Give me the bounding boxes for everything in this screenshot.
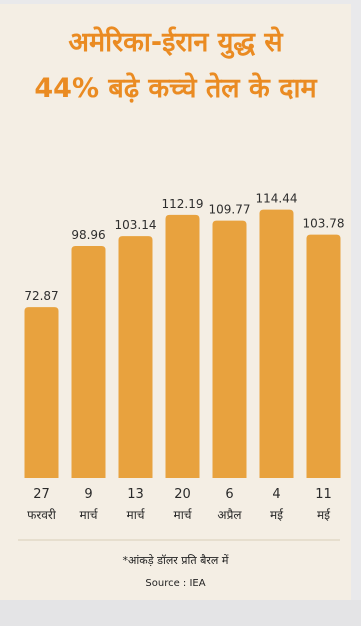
chart-title-line-2: 44% बढ़े कच्चे तेल के दाम (34, 73, 317, 104)
x-tick-day-7: 11 (315, 487, 332, 502)
bar-value-label-6: 114.44 (256, 192, 298, 206)
bar-6 (259, 209, 294, 479)
bar-value-label-5: 109.77 (209, 203, 251, 217)
x-tick-month-4: मार्च (174, 508, 193, 522)
bar-2 (71, 245, 106, 478)
x-tick-day-2: 9 (84, 487, 92, 502)
x-tick-day-3: 13 (127, 487, 144, 502)
x-tick-day-4: 20 (174, 487, 191, 502)
chart-title: अमेरिका-ईरान युद्ध से 44% बढ़े कच्चे तेल… (0, 20, 351, 112)
bar-4 (165, 214, 200, 478)
bar-1 (24, 307, 59, 478)
x-tick-month-1: फरवरी (27, 508, 57, 522)
x-tick-month-5: अप्रैल (217, 508, 242, 522)
x-tick-day-1: 27 (33, 487, 50, 502)
bar-7 (306, 234, 341, 478)
x-tick-day-6: 4 (272, 487, 280, 502)
chart-footnote: *आंकड़े डॉलर प्रति बैरल में (122, 554, 229, 567)
bar-5 (212, 220, 247, 478)
chart-source: Source : IEA (145, 578, 206, 589)
page-bottom-strip (0, 600, 361, 626)
bar-3 (118, 236, 153, 478)
bar-value-label-7: 103.78 (303, 217, 345, 231)
x-tick-month-7: मई (317, 508, 331, 522)
bar-value-label-4: 112.19 (162, 197, 204, 211)
x-tick-month-6: मई (270, 508, 284, 522)
bar-value-label-3: 103.14 (115, 218, 157, 232)
chart-title-line-1: अमेरिका-ईरान युद्ध से (68, 27, 283, 58)
bar-chart: 72.87 27 फरवरी 98.96 9 मार्च 103.14 13 मार्च 112.… (18, 192, 345, 541)
x-tick-day-5: 6 (225, 487, 233, 502)
bar-value-label-1: 72.87 (24, 289, 58, 303)
x-tick-month-2: मार्च (80, 508, 99, 522)
bar-value-label-2: 98.96 (71, 228, 105, 242)
x-tick-month-3: मार्च (127, 508, 146, 522)
